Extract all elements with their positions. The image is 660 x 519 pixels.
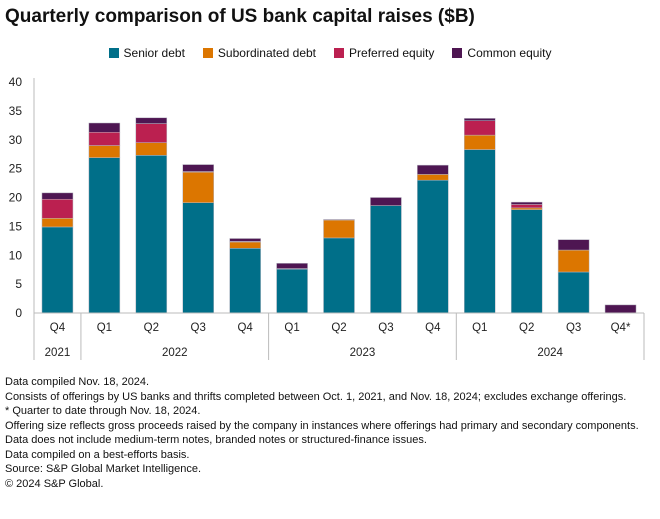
footnote: © 2024 S&P Global.	[5, 477, 104, 490]
bar-segment	[510, 204, 543, 209]
bar-segment	[135, 117, 168, 124]
bar-segment	[557, 239, 590, 251]
bar-segment	[229, 248, 261, 314]
bar-segment	[604, 304, 637, 314]
bar-segment	[417, 164, 449, 175]
y-tick-label: 15	[9, 219, 23, 233]
y-tick-label: 40	[9, 75, 23, 89]
bar-segment	[464, 134, 496, 150]
bar-segment	[182, 171, 214, 203]
bar-segment	[229, 241, 261, 249]
legend-label: Common equity	[467, 46, 552, 60]
bar-segment	[464, 149, 496, 314]
legend-swatch	[108, 48, 119, 58]
y-tick-label: 35	[9, 104, 23, 118]
x-tick-label: Q1	[472, 322, 487, 334]
bar-segment	[370, 197, 402, 206]
bar-segment	[135, 155, 168, 314]
legend-swatch	[452, 48, 463, 58]
footnote: * Quarter to date through Nov. 18, 2024.	[5, 405, 201, 417]
bar-segment	[88, 157, 121, 314]
bar-segment	[88, 122, 121, 133]
chart-plot: 0 5 10 15 20 25 30 35 40 Q4 Q1 Q2 Q3 Q4 Q1 Q2 Q3 Q4 Q1 Q2 Q3…	[9, 75, 645, 360]
legend-item: Preferred equity	[334, 46, 434, 60]
x-tick-label: Q1	[284, 322, 299, 334]
bar-segment	[135, 123, 168, 143]
year-label: 2024	[537, 347, 563, 359]
footnote: Source: S&P Global Market Intelligence.	[5, 463, 202, 475]
y-tick-label: 25	[9, 162, 23, 176]
x-tick-label: Q3	[566, 322, 581, 334]
bar-segment	[557, 249, 590, 273]
x-tick-label: Q2	[519, 322, 534, 334]
bar-segment	[182, 164, 214, 172]
y-tick-label: 20	[9, 191, 23, 205]
bar-segment	[229, 238, 261, 242]
y-tick-label: 0	[15, 306, 22, 320]
footnote: Data compiled on a best-efforts basis.	[5, 448, 190, 461]
x-tick-label: Q2	[331, 322, 346, 334]
bar-segment	[41, 226, 74, 314]
y-tick-label: 10	[9, 248, 23, 262]
year-label: 2022	[162, 347, 188, 359]
footnote: Consists of offerings by US banks and th…	[5, 390, 627, 403]
bar-segment	[557, 271, 590, 314]
footnotes: Data compiled Nov. 18, 2024. Consists of …	[5, 376, 650, 492]
x-tick-label: Q1	[97, 322, 112, 334]
bar-segment	[417, 179, 449, 314]
legend-item: Senior debt	[108, 46, 185, 60]
bar-segment	[370, 205, 402, 314]
footnote: Data does not include medium-term notes,…	[5, 434, 427, 446]
bar-segment	[41, 198, 74, 219]
x-tick-label: Q2	[144, 322, 159, 334]
legend-item: Subordinated debt	[202, 46, 317, 60]
y-tick-label: 30	[9, 133, 23, 147]
bar-segment	[182, 202, 214, 314]
legend-label: Preferred equity	[349, 46, 435, 60]
bar-segment	[41, 218, 74, 228]
bar-segment	[510, 201, 543, 205]
y-tick-label: 5	[15, 277, 22, 291]
legend-label: Senior debt	[123, 46, 185, 60]
x-tick-label: Q4	[425, 322, 441, 334]
bar-segment	[88, 131, 121, 146]
bar-segment	[464, 118, 496, 121]
bar-segment	[276, 263, 308, 269]
bar-segment	[510, 207, 543, 210]
legend-swatch	[334, 48, 345, 58]
bar-segment	[510, 209, 543, 314]
footnote: Data compiled Nov. 18, 2024.	[5, 376, 150, 388]
bar-segment	[135, 142, 168, 156]
x-tick-label: Q4	[50, 322, 66, 334]
x-tick-label: Q4*	[611, 322, 631, 334]
legend: Senior debt Subordinated debt Preferred eq…	[0, 46, 660, 60]
bar-segment	[41, 192, 74, 200]
x-tick-label: Q3	[191, 322, 206, 334]
year-label: 2021	[45, 347, 71, 359]
bar-segment	[323, 219, 355, 239]
bar-segment	[276, 268, 308, 314]
chart-title: Quarterly comparison of US bank capital …	[5, 6, 475, 27]
bar-segment	[88, 145, 121, 158]
bar-segment	[323, 219, 355, 221]
bar-segment	[464, 120, 496, 136]
legend-item: Common equity	[452, 46, 551, 60]
bar-segment	[323, 237, 355, 314]
footnote: Offering size reflects gross proceeds ra…	[5, 419, 639, 432]
legend-label: Subordinated debt	[217, 46, 317, 60]
x-tick-label: Q3	[378, 322, 393, 334]
legend-swatch	[202, 48, 213, 58]
x-tick-label: Q4	[237, 322, 253, 334]
bar-segment	[417, 174, 449, 181]
year-label: 2023	[350, 347, 376, 359]
